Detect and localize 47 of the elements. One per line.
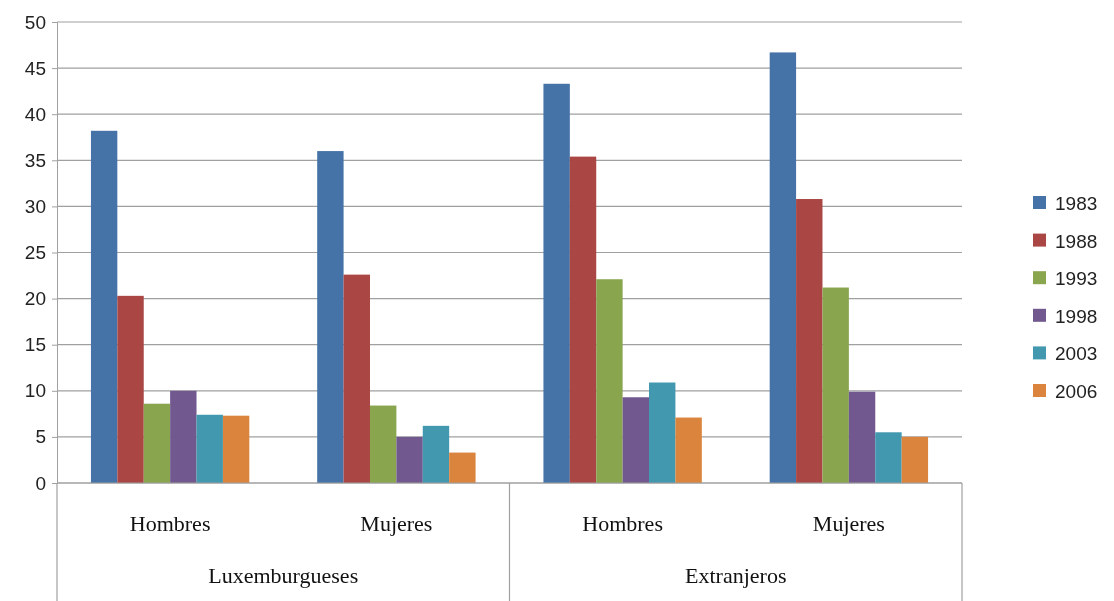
bar xyxy=(596,279,623,483)
y-tick-label: 25 xyxy=(24,242,46,264)
bar xyxy=(449,452,476,483)
y-tick-label: 40 xyxy=(24,103,46,125)
y-tick-label: 50 xyxy=(24,11,46,33)
bar xyxy=(222,415,250,483)
legend-label: 2006 xyxy=(1055,381,1098,402)
bar xyxy=(343,274,370,483)
bar xyxy=(848,391,876,483)
legend-label: 1993 xyxy=(1055,268,1098,290)
x-tick-label: Mujeres xyxy=(360,511,433,536)
bar xyxy=(369,405,397,483)
legend-label: 1983 xyxy=(1055,193,1098,214)
bar xyxy=(170,390,197,483)
y-tick-label: 10 xyxy=(24,380,46,402)
bar xyxy=(622,397,650,483)
bar xyxy=(117,295,144,483)
bar xyxy=(901,436,929,483)
y-tick-label: 35 xyxy=(24,149,46,171)
bar xyxy=(543,83,570,483)
bar xyxy=(769,52,797,483)
bar xyxy=(90,130,118,483)
bar xyxy=(796,199,823,483)
y-tick-label: 15 xyxy=(24,334,46,356)
bar xyxy=(875,432,902,483)
bar xyxy=(317,151,344,483)
y-tick-label: 0 xyxy=(35,472,46,494)
legend-label: 1988 xyxy=(1055,230,1098,252)
text: Luxemburgueses xyxy=(208,563,359,588)
bar xyxy=(569,156,597,483)
bar xyxy=(396,436,423,483)
legend-label: 2003 xyxy=(1055,343,1098,365)
bar xyxy=(649,382,676,483)
y-tick-label: 30 xyxy=(24,195,46,217)
y-tick-label: 5 xyxy=(35,426,46,448)
bar xyxy=(196,414,223,483)
bar xyxy=(143,403,171,483)
y-tick-label: 20 xyxy=(24,288,46,310)
text: Extranjeros xyxy=(685,563,787,588)
x-tick-label: Hombres xyxy=(582,511,663,536)
y-tick-label: 45 xyxy=(24,57,46,79)
bar xyxy=(422,425,450,483)
bar xyxy=(822,287,849,483)
bar xyxy=(675,417,702,483)
x-tick-label: Hombres xyxy=(129,511,211,536)
x-tick-label: Mujeres xyxy=(812,511,885,536)
legend-label: 1998 xyxy=(1055,305,1098,327)
